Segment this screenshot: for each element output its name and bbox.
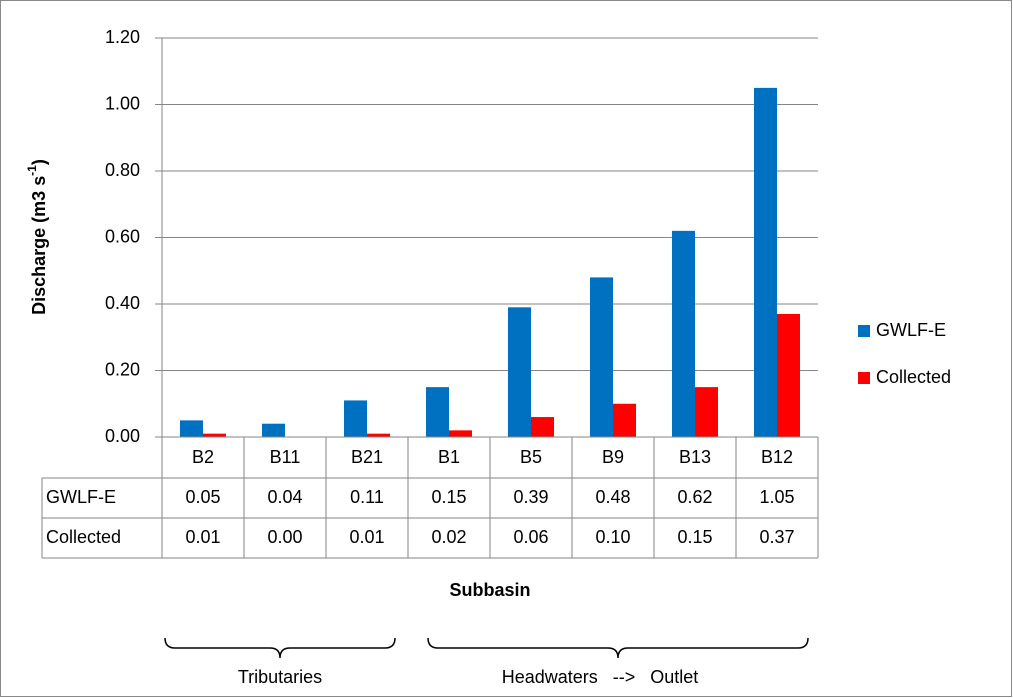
table-cell: 0.48 bbox=[595, 487, 630, 507]
bar bbox=[590, 277, 613, 437]
x-tick-label: B21 bbox=[351, 447, 383, 467]
bar bbox=[344, 400, 367, 437]
table-cell: 0.00 bbox=[267, 527, 302, 547]
y-label-end: ) bbox=[29, 159, 49, 165]
y-tick-label: 0.60 bbox=[105, 226, 140, 246]
annotation: Headwaters --> Outlet bbox=[502, 667, 699, 687]
legend-key bbox=[858, 325, 870, 337]
bar bbox=[754, 87, 777, 437]
bar bbox=[449, 430, 472, 437]
table-cell: 0.11 bbox=[350, 487, 384, 507]
legend-key bbox=[858, 372, 870, 384]
bar bbox=[203, 433, 226, 437]
x-tick-label: B11 bbox=[270, 447, 301, 467]
bar bbox=[613, 403, 636, 437]
bracket bbox=[427, 637, 809, 659]
annotation: Tributaries bbox=[238, 667, 322, 687]
table-cell: 1.05 bbox=[759, 487, 794, 507]
y-axis-label: Discharge (m3 s-1) bbox=[25, 159, 49, 315]
table-cell: 0.62 bbox=[677, 487, 712, 507]
legend-label: GWLF-E bbox=[876, 320, 946, 340]
y-tick-label: 1.20 bbox=[105, 27, 140, 47]
y-tick-label: 0.40 bbox=[105, 293, 140, 313]
table-cell: 0.10 bbox=[595, 527, 630, 547]
x-tick-label: B5 bbox=[520, 447, 542, 467]
y-tick-label: 1.00 bbox=[105, 93, 140, 113]
bar bbox=[531, 417, 554, 437]
y-label-text: Discharge (m3 s bbox=[29, 176, 49, 315]
x-tick-label: B1 bbox=[438, 447, 460, 467]
y-tick-label: 0.00 bbox=[105, 426, 140, 446]
x-tick-label: B12 bbox=[761, 447, 793, 467]
x-tick-label: B13 bbox=[679, 447, 711, 467]
legend-label: Collected bbox=[876, 367, 951, 387]
bar bbox=[695, 387, 718, 437]
bar bbox=[367, 433, 390, 437]
table-cell: 0.01 bbox=[185, 527, 220, 547]
table-cell: 0.01 bbox=[349, 527, 384, 547]
x-tick-label: B9 bbox=[602, 447, 624, 467]
bar bbox=[672, 230, 695, 437]
bar bbox=[777, 313, 800, 437]
bar bbox=[508, 307, 531, 437]
table-cell: 0.15 bbox=[431, 487, 466, 507]
table-cell: 0.02 bbox=[431, 527, 466, 547]
table-row-label: GWLF-E bbox=[46, 487, 116, 507]
table-cell: 0.05 bbox=[185, 487, 220, 507]
y-tick-label: 0.80 bbox=[105, 160, 140, 180]
bracket bbox=[164, 637, 396, 659]
y-label-sup: -1 bbox=[25, 165, 39, 176]
bar bbox=[426, 387, 449, 437]
table-cell: 0.15 bbox=[677, 527, 712, 547]
x-axis-label: Subbasin bbox=[449, 580, 530, 600]
table-cell: 0.39 bbox=[513, 487, 548, 507]
table-cell: 0.04 bbox=[267, 487, 302, 507]
table-cell: 0.37 bbox=[759, 527, 794, 547]
table-cell: 0.06 bbox=[513, 527, 548, 547]
y-tick-label: 0.20 bbox=[105, 359, 140, 379]
x-tick-label: B2 bbox=[192, 447, 214, 467]
table-row-label: Collected bbox=[46, 527, 121, 547]
bar bbox=[180, 420, 203, 437]
bar bbox=[262, 423, 285, 437]
